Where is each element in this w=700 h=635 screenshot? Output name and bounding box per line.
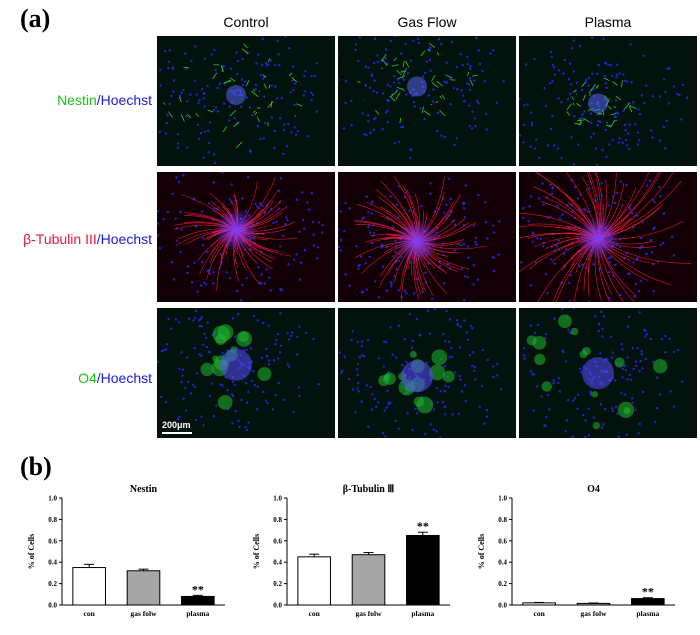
bar xyxy=(523,603,556,605)
bar xyxy=(352,555,385,605)
micrograph-tubulin-control xyxy=(157,172,335,302)
bar-chart-tubulin: β-Tubulin Ⅲ % of Cells 0.0 0.2 0.4 0.6 0.8 1.0 c… xyxy=(245,480,465,630)
x-tick-label: con xyxy=(534,609,546,618)
significance-marker: ** xyxy=(417,519,429,533)
micrograph-tubulin-gas-flow xyxy=(338,172,516,302)
y-tick-label: 0.6 xyxy=(273,537,282,545)
y-tick-label: 0.4 xyxy=(48,559,57,567)
panel-b-label: (b) xyxy=(20,452,52,482)
row-label-nestin: Nestin/Hoechst xyxy=(57,92,152,108)
row-marker: β-Tubulin III xyxy=(23,231,97,247)
bar xyxy=(73,568,106,605)
bar xyxy=(407,535,440,605)
y-tick-label: 0.6 xyxy=(48,537,57,545)
x-tick-label: gas folw xyxy=(580,609,607,618)
y-tick-label: 0.0 xyxy=(498,602,507,610)
y-tick-label: 0.8 xyxy=(48,516,57,524)
y-axis-label: % of Cells xyxy=(252,534,261,570)
micrograph-nestin-gas-flow xyxy=(338,36,516,166)
row-label-tubulin: β-Tubulin III/Hoechst xyxy=(23,231,152,247)
bar xyxy=(182,596,215,605)
x-tick-label: gas folw xyxy=(130,609,157,618)
chart-title: β-Tubulin Ⅲ xyxy=(343,484,395,495)
row-marker: Nestin xyxy=(57,92,97,108)
bar-chart-nestin: Nestin % of Cells 0.0 0.2 0.4 0.6 0.8 1.0 con gas… xyxy=(20,480,240,630)
column-header-plasma: Plasma xyxy=(519,14,697,30)
chart-title: O4 xyxy=(587,484,600,495)
significance-marker: ** xyxy=(642,585,654,599)
significance-marker: ** xyxy=(192,582,204,596)
micrograph-o4-gas-flow xyxy=(338,308,516,438)
x-tick-label: plasma xyxy=(411,609,434,618)
x-tick-label: plasma xyxy=(186,609,209,618)
y-tick-label: 1.0 xyxy=(273,495,282,503)
y-tick-label: 0.6 xyxy=(498,537,507,545)
bar xyxy=(298,557,331,605)
row-stain: Hoechst xyxy=(101,92,152,108)
row-label-o4: O4/Hoechst xyxy=(78,370,152,386)
micrograph-nestin-plasma xyxy=(519,36,697,166)
row-stain: Hoechst xyxy=(101,370,152,386)
bar-chart-o4: O4 % of Cells 0.0 0.2 0.4 0.6 0.8 1.0 con gas fol… xyxy=(470,480,690,630)
row-stain: Hoechst xyxy=(101,231,152,247)
micrograph-o4-control xyxy=(157,308,335,438)
column-header-gas-flow: Gas Flow xyxy=(338,14,516,30)
y-tick-label: 0.0 xyxy=(273,602,282,610)
micrograph-tubulin-plasma xyxy=(519,172,697,302)
scale-bar: 200μm xyxy=(162,420,192,434)
chart-title: Nestin xyxy=(130,484,158,495)
y-tick-label: 1.0 xyxy=(48,495,57,503)
y-tick-label: 0.4 xyxy=(273,559,282,567)
bar xyxy=(577,603,610,605)
micrograph-o4-plasma xyxy=(519,308,697,438)
y-axis-label: % of Cells xyxy=(27,534,36,570)
bar xyxy=(127,571,160,605)
scale-bar-label: 200μm xyxy=(162,420,192,430)
y-tick-label: 0.2 xyxy=(48,580,57,588)
panel-a-label: (a) xyxy=(20,4,50,34)
y-tick-label: 0.4 xyxy=(498,559,507,567)
scale-bar-line xyxy=(162,432,192,434)
x-tick-label: con xyxy=(309,609,321,618)
x-tick-label: plasma xyxy=(636,609,659,618)
bar xyxy=(632,599,665,605)
y-tick-label: 0.0 xyxy=(48,602,57,610)
x-tick-label: gas folw xyxy=(355,609,382,618)
row-marker: O4 xyxy=(78,370,97,386)
y-tick-label: 1.0 xyxy=(498,495,507,503)
y-tick-label: 0.2 xyxy=(273,580,282,588)
y-axis-label: % of Cells xyxy=(477,534,486,570)
y-tick-label: 0.8 xyxy=(498,516,507,524)
x-tick-label: con xyxy=(84,609,96,618)
y-tick-label: 0.8 xyxy=(273,516,282,524)
y-tick-label: 0.2 xyxy=(498,580,507,588)
column-header-control: Control xyxy=(157,14,335,30)
micrograph-nestin-control xyxy=(157,36,335,166)
